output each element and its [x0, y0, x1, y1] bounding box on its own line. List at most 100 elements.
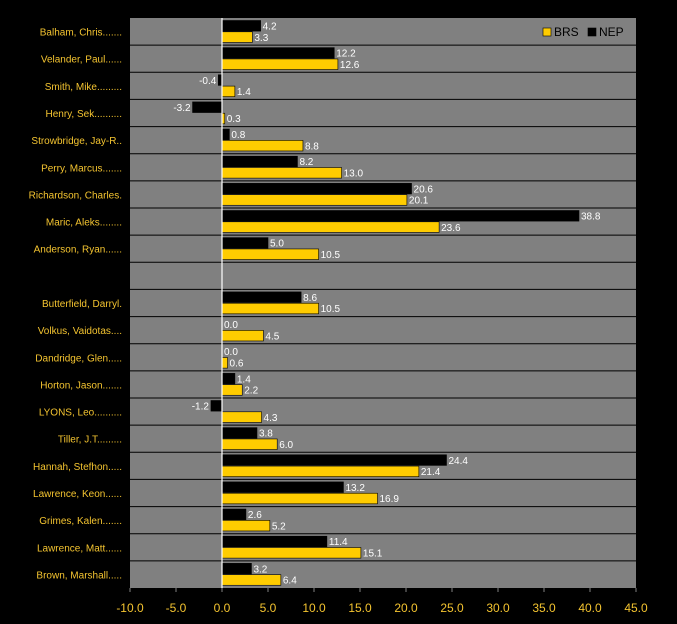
category-label: Velander, Paul...... [41, 55, 122, 66]
bar-nep [221, 454, 447, 466]
bar-nep [221, 47, 335, 59]
bar-brs [221, 167, 342, 179]
category-label: Smith, Mike......... [45, 82, 122, 93]
value-label-nep: 13.2 [345, 483, 365, 494]
value-label-nep: 4.2 [263, 22, 277, 33]
bar-brs [221, 85, 236, 97]
category-label: Brown, Marshall..... [36, 570, 122, 581]
value-label-brs: 15.1 [363, 549, 383, 560]
category-label: Lawrence, Keon...... [33, 489, 122, 500]
value-label-brs: 10.5 [321, 250, 341, 261]
category-label: LYONS, Leo.......... [39, 408, 122, 419]
bar-brs [221, 411, 262, 423]
value-label-brs: 3.3 [254, 33, 268, 44]
value-label-nep: -3.2 [173, 103, 191, 114]
value-label-nep: 3.8 [259, 429, 273, 440]
legend-swatch-nep [587, 27, 597, 37]
bar-brs [221, 302, 319, 315]
value-label-brs: 12.6 [340, 60, 360, 71]
bar-brs [221, 492, 378, 505]
x-tick-label: -5.0 [166, 601, 187, 615]
value-label-brs: 20.1 [409, 196, 429, 207]
bar-nep [221, 210, 580, 222]
value-label-brs: 4.5 [265, 331, 279, 342]
bar-brs [221, 58, 339, 70]
x-tick-label: 0.0 [214, 601, 231, 615]
bar-nep [221, 481, 344, 493]
value-label-nep: 12.2 [336, 49, 356, 60]
value-label-brs: 8.8 [305, 141, 319, 152]
bar-brs [221, 194, 408, 206]
value-label-nep: 2.6 [248, 510, 262, 521]
value-label-brs: 0.3 [227, 114, 241, 125]
category-label: Grimes, Kalen....... [39, 516, 122, 527]
category-label: Balham, Chris....... [40, 28, 122, 39]
bar-brs [221, 31, 253, 43]
value-label-brs: 10.5 [321, 304, 341, 315]
x-tick-label: 10.0 [302, 601, 326, 615]
category-label: Butterfield, Darryl. [42, 299, 122, 310]
category-label: Richardson, Charles. [29, 190, 122, 201]
x-tick-label: 45.0 [624, 601, 648, 615]
bar-brs [221, 357, 228, 369]
value-label-brs: 2.2 [244, 386, 258, 397]
plot-area [130, 18, 636, 588]
bar-nep [221, 427, 258, 439]
value-label-nep: -0.4 [199, 76, 217, 87]
legend: BRS NEP [542, 25, 624, 39]
bar-brs [221, 330, 264, 342]
value-label-brs: 1.4 [237, 87, 251, 98]
value-label-nep: 8.6 [303, 293, 317, 304]
value-label-brs: 6.0 [279, 440, 293, 451]
value-label-brs: 16.9 [379, 494, 399, 505]
bar-nep [221, 183, 412, 195]
category-label: Dandridge, Glen..... [35, 353, 122, 364]
category-label: Strowbridge, Jay-R.. [31, 136, 122, 147]
bar-brs [221, 520, 271, 532]
bar-nep [221, 563, 252, 575]
value-label-nep: 20.6 [414, 184, 434, 195]
value-label-nep: 11.4 [329, 537, 348, 548]
bar-nep [221, 237, 269, 249]
bar-nep [221, 373, 236, 385]
legend-swatch-brs [542, 27, 552, 37]
bar-nep [221, 291, 302, 303]
category-label: Lawrence, Matt...... [37, 543, 122, 554]
value-label-brs: 0.6 [230, 359, 244, 370]
bar-nep [221, 20, 261, 32]
value-label-brs: 21.4 [421, 467, 441, 478]
bar-nep [221, 128, 230, 140]
category-label: Henry, Sek.......... [45, 109, 122, 120]
bar-brs [221, 248, 319, 260]
legend-label-nep: NEP [599, 25, 624, 39]
bar-nep [210, 400, 223, 412]
value-label-nep: 8.2 [299, 157, 313, 168]
x-tick-label: 40.0 [578, 601, 602, 615]
bar-nep [221, 508, 247, 520]
category-label: Volkus, Vaidotas.... [38, 326, 122, 337]
value-label-nep: 0.0 [224, 320, 238, 331]
x-tick-label: 30.0 [486, 601, 510, 615]
bar-brs [221, 438, 278, 450]
bar-brs [221, 221, 440, 233]
x-tick-label: 5.0 [260, 601, 277, 615]
value-label-nep: 0.0 [224, 347, 238, 358]
value-label-nep: 38.8 [581, 212, 601, 223]
x-tick-label: 20.0 [394, 601, 418, 615]
bar-nep [192, 101, 223, 113]
category-label: Hannah, Stefhon..... [33, 462, 122, 473]
x-tick-label: -10.0 [116, 601, 144, 615]
value-label-nep: 1.4 [237, 374, 251, 385]
bar-nep [221, 535, 328, 548]
bar-brs [221, 384, 243, 396]
x-tick-label: 25.0 [440, 601, 464, 615]
value-label-nep: 0.8 [231, 130, 245, 141]
value-label-nep: 3.2 [253, 564, 267, 575]
value-label-brs: 6.4 [283, 576, 297, 587]
value-label-nep: 5.0 [270, 239, 284, 250]
legend-label-brs: BRS [554, 25, 579, 39]
value-label-brs: 23.6 [441, 223, 461, 234]
category-label: Horton, Jason....... [40, 380, 122, 391]
x-tick-label: 35.0 [532, 601, 556, 615]
